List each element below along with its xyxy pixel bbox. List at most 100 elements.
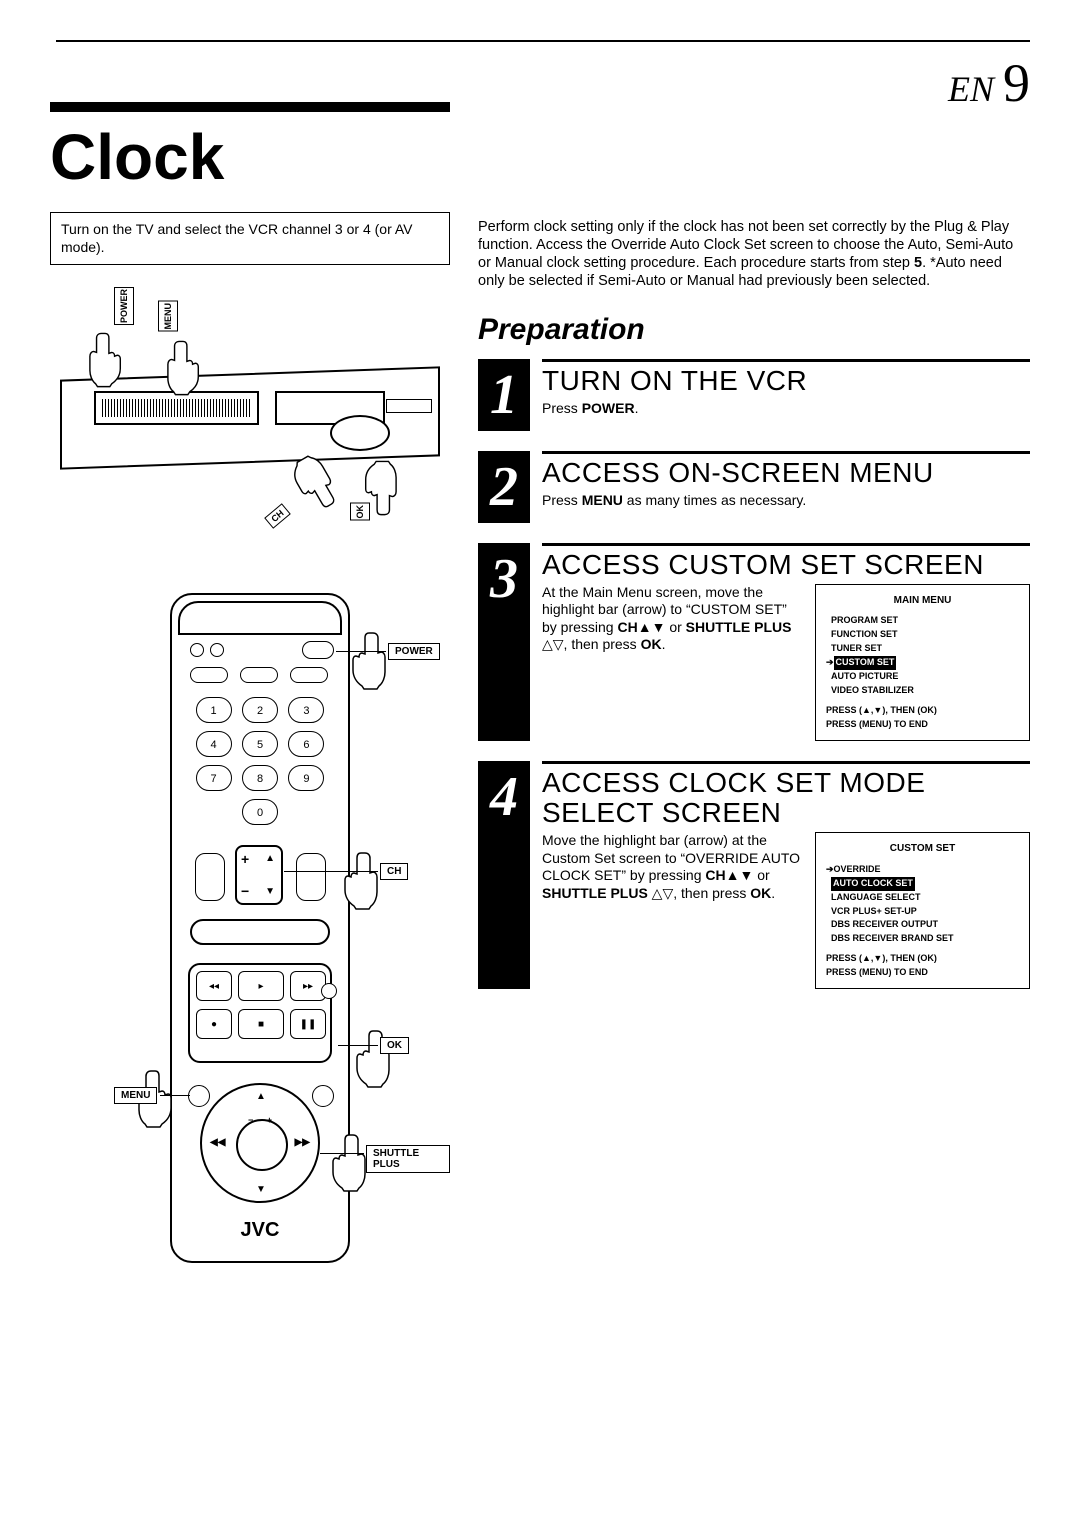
vcr-diagram: POWER MENU CH OK [50,283,450,563]
page-lang: EN [948,69,994,109]
osd-item: DBS RECEIVER BRAND SET [826,932,1019,946]
osd-custom-set: CUSTOM SET ➔OVERRIDE AUTO CLOCK SET LANG… [815,832,1030,989]
remote-diagram: 1 2 3 4 5 6 7 8 9 0 [50,593,450,1293]
osd-title: MAIN MENU [826,593,1019,609]
remote-brand-logo: JVC [180,1219,340,1242]
remote-menu-btn [188,1085,210,1107]
minus-icon: − [248,1115,253,1125]
remote-corner-btn [312,1085,334,1107]
step-desc: At the Main Menu screen, move the highli… [542,584,801,654]
vcr-shuttle-dial [330,415,390,451]
plus-icon: + [267,1115,272,1125]
key-5: 5 [242,731,278,757]
arrow-down-icon: ▼ [265,886,275,897]
pause-btn: ❚❚ [290,1009,326,1039]
callout-ch: CH [264,503,291,529]
osd-item: VIDEO STABILIZER [826,684,1019,698]
remote-power-btn [302,641,334,659]
lead-line [338,1045,378,1046]
osd-item: VCR PLUS+ SET-UP [826,905,1019,919]
note-box: Turn on the TV and select the VCR channe… [50,212,450,265]
hand-icon [346,631,388,691]
label-power: POWER [388,643,440,660]
preparation-heading: Preparation [478,313,1030,347]
intro-paragraph: Perform clock setting only if the clock … [478,218,1030,291]
title-block: Clock [50,102,1030,194]
callout-menu: MENU [158,301,178,332]
remote-mode-btn [290,667,328,683]
title-rule [50,102,450,112]
osd-main-menu: MAIN MENU PROGRAM SET FUNCTION SET TUNER… [815,584,1030,741]
step-1: 1 TURN ON THE VCR Press POWER. [478,359,1030,431]
osd-item: LANGUAGE SELECT [826,891,1019,905]
arrow-up-icon: ▲ [256,1091,266,1102]
label-ch: CH [380,863,408,880]
rec-btn: ● [196,1009,232,1039]
vcr-button-row [386,399,432,413]
header-rule [56,40,1030,42]
label-ok: OK [380,1037,409,1054]
osd-item: DBS RECEIVER OUTPUT [826,918,1019,932]
osd-title: CUSTOM SET [826,841,1019,857]
rewind-btn: ◂◂ [196,971,232,1001]
key-9: 9 [288,765,324,791]
stop-btn: ■ [238,1009,284,1039]
key-4: 4 [196,731,232,757]
play-btn: ▸ [238,971,284,1001]
remote-dpad: ▲ ▼ ◀◀ ▶▶ − + [200,1083,320,1203]
remote-top-btn [190,643,204,657]
osd-items: ➔OVERRIDE AUTO CLOCK SET LANGUAGE SELECT… [826,863,1019,947]
key-7: 7 [196,765,232,791]
step-2: 2 ACCESS ON-SCREEN MENU Press MENU as ma… [478,451,1030,523]
step-title: TURN ON THE VCR [542,359,1030,396]
step-desc: Press MENU as many times as necessary. [542,492,1030,510]
remote-mode-btn [190,667,228,683]
remote-vol-rocker [195,853,225,901]
lead-line [320,1153,364,1154]
osd-item: AUTO CLOCK SET [826,877,1019,891]
step-desc: Move the highlight bar (arrow) at the Cu… [542,832,801,902]
key-1: 1 [196,697,232,723]
osd-items: PROGRAM SET FUNCTION SET TUNER SET➔CUSTO… [826,614,1019,698]
hand-icon [338,851,380,911]
key-2: 2 [242,697,278,723]
remote-ch-rocker: + − ▲ ▼ [235,845,283,905]
step-title: ACCESS CUSTOM SET SCREEN [542,543,1030,580]
arrow-down-icon: ▼ [256,1184,266,1195]
minus-icon: − [241,883,257,899]
remote-top-bezel [178,601,342,635]
lead-line [160,1095,190,1096]
osd-footer-2: PRESS (MENU) TO END [826,966,1019,980]
remote-keypad: 1 2 3 4 5 6 7 8 9 0 [190,693,330,829]
osd-item: ➔CUSTOM SET [826,656,1019,670]
remote-transport: ◂◂ ▸ ▸▸ ● ■ ❚❚ [188,963,332,1063]
step-number: 4 [478,761,530,989]
step-3: 3 ACCESS CUSTOM SET SCREEN At the Main M… [478,543,1030,741]
osd-item: AUTO PICTURE [826,670,1019,684]
arrow-up-icon: ▲ [265,853,275,864]
step-4: 4 ACCESS CLOCK SET MODE SELECT SCREEN Mo… [478,761,1030,989]
page-title: Clock [50,120,1030,194]
osd-footer-1: PRESS (▲,▼), THEN (OK) [826,704,1019,718]
osd-item: ➔OVERRIDE [826,863,1019,877]
hand-icon [326,1133,368,1193]
remote-small-btn [321,983,337,999]
remote-wide-btn [190,919,330,945]
hand-icon [166,339,204,397]
key-3: 3 [288,697,324,723]
callout-power: POWER [114,287,134,325]
page-num-val: 9 [1003,53,1030,113]
step-title: ACCESS CLOCK SET MODE SELECT SCREEN [542,761,1030,828]
osd-item: FUNCTION SET [826,628,1019,642]
osd-footer-2: PRESS (MENU) TO END [826,718,1019,732]
osd-footer-1: PRESS (▲,▼), THEN (OK) [826,952,1019,966]
osd-item: PROGRAM SET [826,614,1019,628]
lead-line [284,871,378,872]
step-number: 2 [478,451,530,523]
step-desc: Press POWER. [542,400,1030,418]
ffwd-btn: ▸▸ [290,971,326,1001]
label-shuttle: SHUTTLE PLUS [366,1145,450,1173]
remote-mode-btn [240,667,278,683]
key-0: 0 [242,799,278,825]
page-number: EN 9 [948,52,1030,114]
